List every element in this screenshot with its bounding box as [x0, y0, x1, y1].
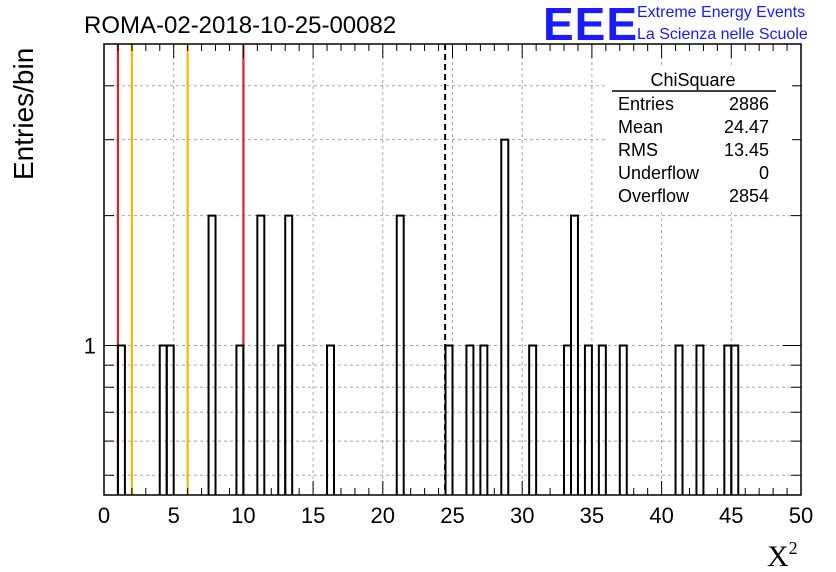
x-axis-label-base: X	[767, 540, 789, 572]
x-tick-label: 5	[168, 503, 180, 528]
x-tick-label: 40	[649, 503, 673, 528]
histogram-bin	[235, 344, 245, 495]
x-tick-label: 50	[789, 503, 813, 528]
stats-row-label: RMS	[618, 140, 658, 160]
stats-row-value: 0	[759, 163, 769, 183]
eee-logo: EEE	[543, 0, 638, 50]
histogram-bin	[479, 344, 489, 495]
histogram-bin	[597, 344, 607, 495]
tick-labels: 0 5 10 15 20 25 30 35 40 45 50 1	[84, 333, 813, 528]
y-axis-label: Entries/bin	[8, 48, 39, 180]
histogram-bin	[326, 344, 336, 495]
x-tick-label: 35	[580, 503, 604, 528]
x-tick-label: 0	[98, 503, 110, 528]
histogram-bin	[730, 344, 740, 495]
stats-row-label: Entries	[618, 94, 674, 114]
histogram-bin	[395, 214, 405, 495]
brand-line-1: Extreme Energy Events	[637, 4, 805, 21]
stats-row-value: 13.45	[724, 140, 769, 160]
stats-row-label: Overflow	[618, 186, 690, 206]
x-tick-label: 30	[510, 503, 534, 528]
x-axis-label-superscript: 2	[789, 538, 798, 558]
stats-row-value: 2886	[729, 94, 769, 114]
histogram-bin	[500, 138, 510, 495]
histogram-bin	[256, 214, 266, 495]
stats-row-label: Underflow	[618, 163, 700, 183]
axes	[103, 43, 802, 496]
histogram-bin	[583, 344, 593, 495]
histogram-bin	[528, 344, 538, 495]
histogram-bin	[444, 344, 454, 495]
x-tick-label: 10	[231, 503, 255, 528]
histogram-bin	[465, 344, 475, 495]
stats-row-value: 2854	[729, 186, 769, 206]
x-axis-label: X2	[767, 538, 798, 572]
histogram-bin	[207, 214, 217, 495]
histogram-bin	[563, 344, 572, 495]
histogram-bins	[116, 138, 740, 495]
x-tick-label: 25	[440, 503, 464, 528]
x-tick-label: 15	[301, 503, 325, 528]
x-tick-label: 45	[719, 503, 743, 528]
histogram-bin	[158, 344, 168, 495]
stats-box-title: ChiSquare	[650, 70, 735, 90]
y-tick-label: 1	[84, 333, 96, 358]
brand-line-2: La Scienza nelle Scuole	[637, 26, 808, 43]
histogram-bin	[284, 214, 294, 495]
histogram-bin	[723, 344, 733, 495]
histogram-bin	[695, 344, 705, 495]
stats-rows: Entries 2886 Mean 24.47 RMS 13.45 Underflow 0 Ov…	[618, 94, 769, 206]
histogram-bin	[277, 344, 287, 495]
histogram-bin	[674, 344, 684, 495]
histogram-bin	[165, 344, 175, 495]
chart-title: ROMA-02-2018-10-25-00082	[84, 12, 396, 39]
x-tick-label: 20	[371, 503, 395, 528]
stats-box: ChiSquare Entries 2886 Mean 24.47 RMS 13.45 Un…	[608, 66, 792, 212]
stats-row-value: 24.47	[724, 117, 769, 137]
histogram-bin	[618, 344, 628, 495]
brand-block: EEE Extreme Energy Events La Scienza nel…	[543, 0, 808, 50]
histogram-bin	[569, 214, 579, 495]
stats-row-label: Mean	[618, 117, 663, 137]
